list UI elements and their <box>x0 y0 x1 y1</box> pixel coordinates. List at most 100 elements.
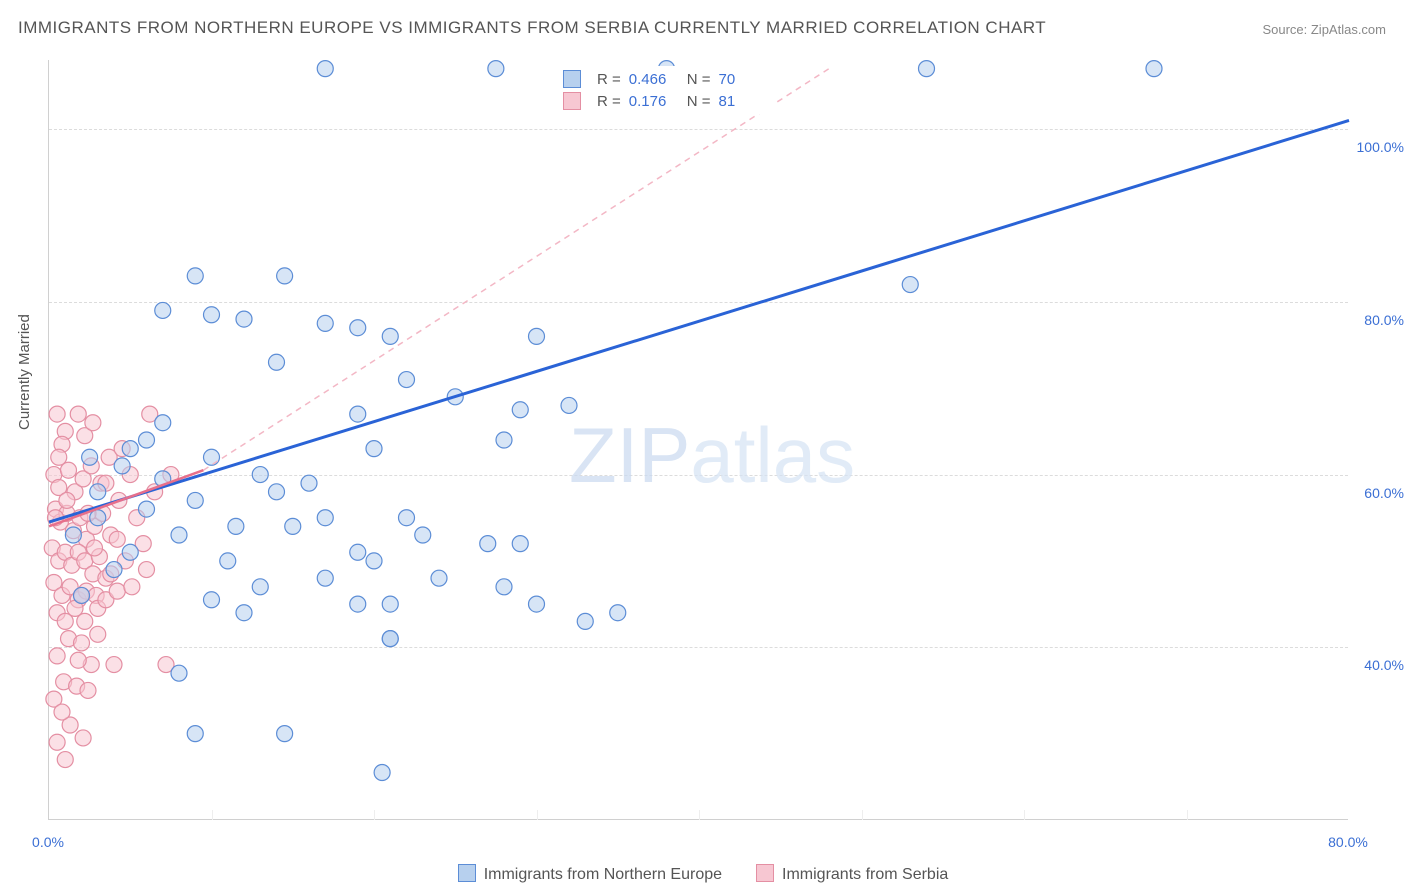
r-value: 0.466 <box>629 71 679 88</box>
data-point <box>431 570 447 586</box>
data-point <box>902 277 918 293</box>
data-point <box>57 752 73 768</box>
data-point <box>77 613 93 629</box>
legend-swatch <box>563 70 581 88</box>
legend-item: Immigrants from Serbia <box>756 864 948 884</box>
y-tick-label: 60.0% <box>1352 485 1404 501</box>
data-point <box>51 449 67 465</box>
data-point <box>90 510 106 526</box>
n-label: N = <box>687 93 711 110</box>
data-point <box>139 432 155 448</box>
data-point <box>65 527 81 543</box>
data-point <box>90 484 106 500</box>
data-point <box>919 61 935 77</box>
data-point <box>399 510 415 526</box>
plot-area: ZIPatlas R =0.466N =70R = 0.176N = 81 40… <box>48 60 1348 820</box>
data-point <box>155 415 171 431</box>
data-point <box>236 311 252 327</box>
data-point <box>577 613 593 629</box>
legend-label: Immigrants from Northern Europe <box>484 866 722 883</box>
series-legend: Immigrants from Northern Europe Immigrant… <box>0 864 1406 884</box>
data-point <box>109 583 125 599</box>
data-point <box>350 320 366 336</box>
data-point <box>49 734 65 750</box>
r-value: 0.176 <box>629 93 679 110</box>
data-point <box>90 626 106 642</box>
data-point <box>350 596 366 612</box>
data-point <box>269 354 285 370</box>
data-point <box>122 544 138 560</box>
r-label: R = <box>597 71 621 88</box>
n-value: 81 <box>719 93 769 110</box>
data-point <box>277 726 293 742</box>
data-point <box>399 372 415 388</box>
data-point <box>171 665 187 681</box>
y-tick-label: 40.0% <box>1352 657 1404 673</box>
legend-item: Immigrants from Northern Europe <box>458 864 722 884</box>
data-point <box>277 268 293 284</box>
correlation-legend-row: R = 0.176 N = 81 <box>563 90 769 112</box>
data-point <box>187 492 203 508</box>
data-point <box>74 587 90 603</box>
data-point <box>512 536 528 552</box>
data-point <box>285 518 301 534</box>
data-point <box>415 527 431 543</box>
data-point <box>317 61 333 77</box>
correlation-legend-row: R =0.466N =70 <box>563 68 769 90</box>
data-point <box>382 328 398 344</box>
source-name: ZipAtlas.com <box>1311 22 1386 37</box>
data-point <box>366 553 382 569</box>
data-point <box>54 704 70 720</box>
data-point <box>82 449 98 465</box>
data-point <box>85 415 101 431</box>
data-point <box>350 406 366 422</box>
r-label: R = <box>597 93 621 110</box>
data-point <box>204 592 220 608</box>
x-tick-label: 0.0% <box>32 834 64 850</box>
data-point <box>317 315 333 331</box>
data-point <box>114 458 130 474</box>
data-point <box>70 406 86 422</box>
chart-title: IMMIGRANTS FROM NORTHERN EUROPE VS IMMIG… <box>18 18 1046 38</box>
data-point <box>480 536 496 552</box>
data-point <box>382 596 398 612</box>
data-point <box>70 652 86 668</box>
data-point <box>1146 61 1162 77</box>
legend-swatch <box>458 864 476 882</box>
data-point <box>529 596 545 612</box>
data-point <box>204 307 220 323</box>
data-point <box>496 579 512 595</box>
data-point <box>228 518 244 534</box>
y-tick-label: 80.0% <box>1352 312 1404 328</box>
data-point <box>252 467 268 483</box>
data-point <box>204 449 220 465</box>
data-point <box>75 730 91 746</box>
data-point <box>350 544 366 560</box>
data-point <box>366 441 382 457</box>
data-point <box>49 406 65 422</box>
correlation-legend: R =0.466N =70R = 0.176N = 81 <box>557 66 775 114</box>
data-point <box>139 562 155 578</box>
n-label: N = <box>687 71 711 88</box>
legend-swatch <box>563 92 581 110</box>
data-point <box>561 397 577 413</box>
data-point <box>139 501 155 517</box>
data-point <box>512 402 528 418</box>
data-point <box>49 648 65 664</box>
data-point <box>236 605 252 621</box>
data-point <box>382 631 398 647</box>
data-point <box>220 553 236 569</box>
y-tick-label: 100.0% <box>1352 139 1404 155</box>
data-point <box>488 61 504 77</box>
data-point <box>301 475 317 491</box>
data-point <box>155 302 171 318</box>
data-point <box>610 605 626 621</box>
x-tick-label: 80.0% <box>1328 834 1368 850</box>
data-point <box>171 527 187 543</box>
source-label: Source: ZipAtlas.com <box>1262 22 1386 37</box>
data-point <box>80 682 96 698</box>
legend-label: Immigrants from Serbia <box>782 866 948 883</box>
data-point <box>74 635 90 651</box>
y-axis-label: Currently Married <box>16 314 33 430</box>
data-point <box>317 510 333 526</box>
